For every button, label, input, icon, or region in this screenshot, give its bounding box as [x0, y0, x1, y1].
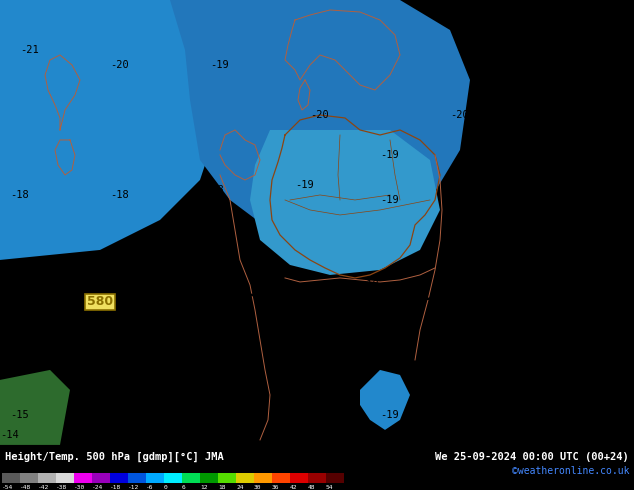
Text: -18: -18 — [11, 190, 29, 200]
Bar — [272, 473, 290, 483]
Text: ©weatheronline.co.uk: ©weatheronline.co.uk — [512, 466, 629, 476]
Polygon shape — [0, 370, 70, 445]
Text: 48: 48 — [308, 485, 316, 490]
Text: -18: -18 — [566, 125, 585, 135]
Polygon shape — [0, 0, 220, 260]
Text: -6: -6 — [146, 485, 153, 490]
Text: -16: -16 — [600, 410, 619, 420]
Text: -16: -16 — [619, 410, 634, 420]
Text: -19: -19 — [380, 410, 399, 420]
Text: -54: -54 — [2, 485, 13, 490]
Text: -20: -20 — [515, 180, 534, 190]
Text: -19: -19 — [380, 195, 399, 205]
Text: 6: 6 — [182, 485, 186, 490]
Polygon shape — [250, 130, 440, 275]
Text: -18: -18 — [205, 185, 224, 195]
Bar — [182, 473, 200, 483]
Text: -17: -17 — [526, 275, 545, 285]
Text: -20: -20 — [451, 110, 469, 120]
Text: 24: 24 — [236, 485, 243, 490]
Text: 18: 18 — [218, 485, 226, 490]
Polygon shape — [170, 0, 470, 240]
Text: -19: -19 — [446, 180, 464, 190]
Bar — [218, 473, 236, 483]
Text: -18: -18 — [441, 280, 460, 290]
Bar — [164, 473, 182, 483]
Bar — [236, 473, 254, 483]
Text: -12: -12 — [128, 485, 139, 490]
Text: -19: -19 — [566, 190, 585, 200]
Text: -18: -18 — [451, 410, 469, 420]
Text: 36: 36 — [272, 485, 280, 490]
Text: -17: -17 — [531, 435, 550, 445]
Bar — [128, 473, 146, 483]
Text: -38: -38 — [56, 485, 67, 490]
Text: 54: 54 — [326, 485, 333, 490]
Bar — [326, 473, 344, 483]
Text: -17: -17 — [11, 270, 29, 280]
Text: -17: -17 — [619, 275, 634, 285]
Text: -18: -18 — [451, 355, 469, 365]
Text: -15: -15 — [11, 410, 29, 420]
Text: -19: -19 — [380, 150, 399, 160]
Text: -18: -18 — [110, 190, 129, 200]
Text: -18: -18 — [581, 275, 599, 285]
Text: -20: -20 — [110, 60, 129, 70]
Bar — [38, 473, 56, 483]
Text: -16: -16 — [101, 410, 119, 420]
Bar — [110, 473, 128, 483]
Text: -14: -14 — [1, 430, 20, 440]
Text: -16: -16 — [591, 355, 609, 365]
Text: -18: -18 — [361, 283, 379, 293]
Bar — [2, 473, 20, 483]
Text: -16: -16 — [196, 410, 214, 420]
Text: -17: -17 — [531, 355, 550, 365]
Bar — [254, 473, 272, 483]
Bar — [56, 473, 74, 483]
Text: -17: -17 — [290, 355, 309, 365]
Text: -16: -16 — [11, 350, 29, 360]
Text: -16: -16 — [196, 350, 214, 360]
Bar — [200, 473, 218, 483]
Text: -16: -16 — [531, 405, 550, 415]
Text: -24: -24 — [92, 485, 103, 490]
Bar — [74, 473, 92, 483]
Text: -20: -20 — [311, 110, 330, 120]
Bar — [20, 473, 38, 483]
Text: -19: -19 — [295, 180, 314, 190]
Text: -17: -17 — [196, 280, 214, 290]
Text: -18: -18 — [110, 485, 121, 490]
Text: -17: -17 — [281, 285, 299, 295]
Text: -16: -16 — [600, 435, 619, 445]
Bar — [92, 473, 110, 483]
Text: -17: -17 — [101, 275, 119, 285]
Text: 0: 0 — [164, 485, 168, 490]
Text: -16: -16 — [619, 350, 634, 360]
Text: -17: -17 — [611, 185, 630, 195]
Text: -18: -18 — [375, 435, 394, 445]
Text: -18: -18 — [361, 280, 379, 290]
Text: -30: -30 — [74, 485, 85, 490]
Text: -16: -16 — [611, 90, 630, 100]
Text: -20: -20 — [510, 110, 529, 120]
Text: -19: -19 — [210, 60, 230, 70]
Bar — [308, 473, 326, 483]
Text: -48: -48 — [20, 485, 31, 490]
Text: 30: 30 — [254, 485, 261, 490]
Bar — [146, 473, 164, 483]
Text: We 25-09-2024 00:00 UTC (00+24): We 25-09-2024 00:00 UTC (00+24) — [436, 452, 629, 462]
Text: -42: -42 — [38, 485, 49, 490]
Text: 12: 12 — [200, 485, 207, 490]
Text: 580: 580 — [87, 295, 113, 308]
Text: -17: -17 — [295, 410, 314, 420]
Text: Height/Temp. 500 hPa [gdmp][°C] JMA: Height/Temp. 500 hPa [gdmp][°C] JMA — [5, 452, 224, 462]
Bar — [290, 473, 308, 483]
Text: 42: 42 — [290, 485, 297, 490]
Polygon shape — [360, 370, 410, 430]
Text: -18: -18 — [375, 355, 394, 365]
Text: -16: -16 — [101, 355, 119, 365]
Text: -21: -21 — [21, 45, 39, 55]
